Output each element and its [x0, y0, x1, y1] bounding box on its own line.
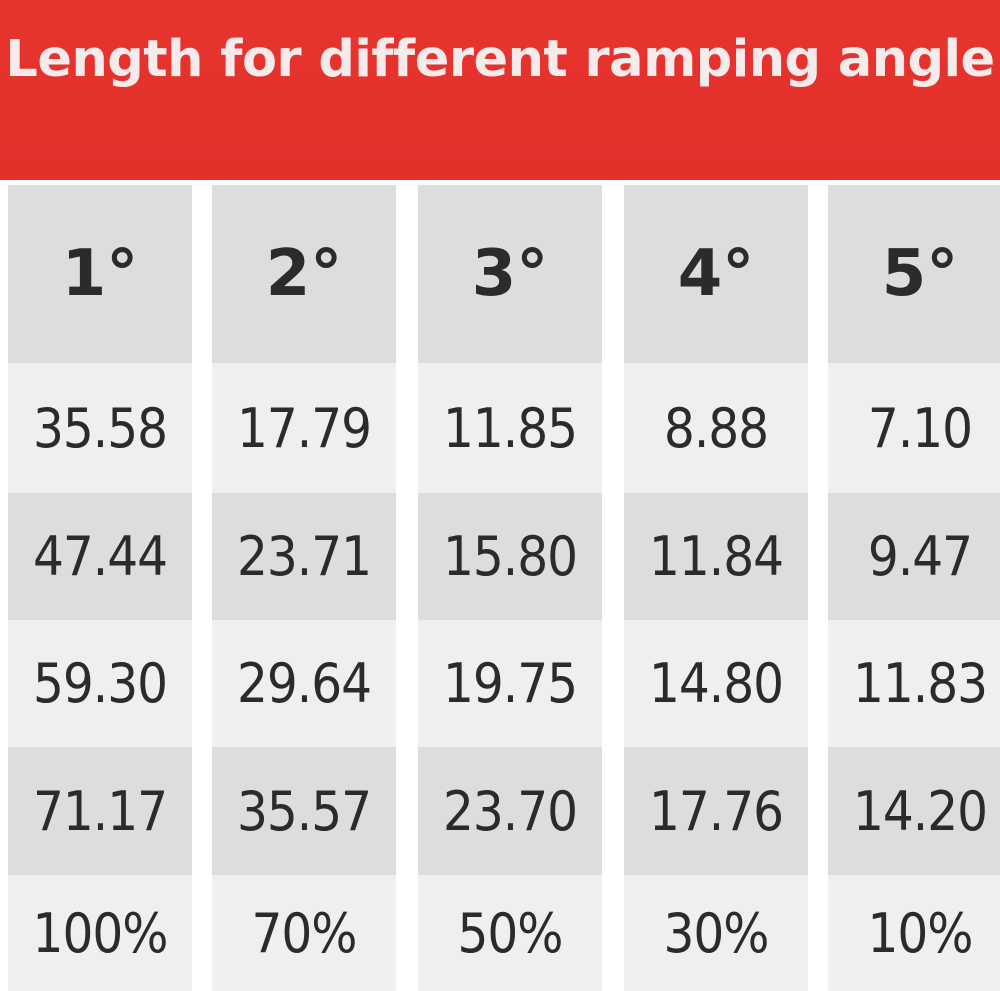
- table-cell: 50%: [418, 875, 602, 991]
- table-cell: 10%: [828, 875, 1000, 991]
- angle-column: 1° 35.58 47.44 59.30 71.17 100%: [8, 0, 192, 991]
- table-cell: 35.58: [8, 363, 192, 493]
- table-cell: 11.84: [624, 493, 808, 620]
- table-cell: 23.70: [418, 747, 602, 875]
- table-cell: 17.79: [212, 363, 396, 493]
- table-cell: 14.20: [828, 747, 1000, 875]
- table-cell: 100%: [8, 875, 192, 991]
- table-cell: 14.80: [624, 620, 808, 747]
- table-cell: 47.44: [8, 493, 192, 620]
- table-cell: 71.17: [8, 747, 192, 875]
- angle-header: 5°: [828, 185, 1000, 363]
- angle-header: 3°: [418, 185, 602, 363]
- angle-column: 4° 8.88 11.84 14.80 17.76 30%: [624, 0, 808, 991]
- table-cell: 11.85: [418, 363, 602, 493]
- table-cell: 11.83: [828, 620, 1000, 747]
- table-title: Length for different ramping angle: [5, 30, 995, 89]
- angle-column: 2° 17.79 23.71 29.64 35.57 70%: [212, 0, 396, 991]
- table-cell: 23.71: [212, 493, 396, 620]
- table-cell: 59.30: [8, 620, 192, 747]
- table-cell: 30%: [624, 875, 808, 991]
- table-cell: 35.57: [212, 747, 396, 875]
- title-banner: Length for different ramping angle: [0, 0, 1000, 180]
- table-cell: 7.10: [828, 363, 1000, 493]
- table-cell: 15.80: [418, 493, 602, 620]
- angle-column: 5° 7.10 9.47 11.83 14.20 10%: [828, 0, 1000, 991]
- table-cell: 9.47: [828, 493, 1000, 620]
- table-cell: 8.88: [624, 363, 808, 493]
- table-cell: 17.76: [624, 747, 808, 875]
- angle-column: 3° 11.85 15.80 19.75 23.70 50%: [418, 0, 602, 991]
- table-cell: 19.75: [418, 620, 602, 747]
- angle-header: 1°: [8, 185, 192, 363]
- table-cell: 70%: [212, 875, 396, 991]
- table-cell: 29.64: [212, 620, 396, 747]
- angle-header: 2°: [212, 185, 396, 363]
- angle-header: 4°: [624, 185, 808, 363]
